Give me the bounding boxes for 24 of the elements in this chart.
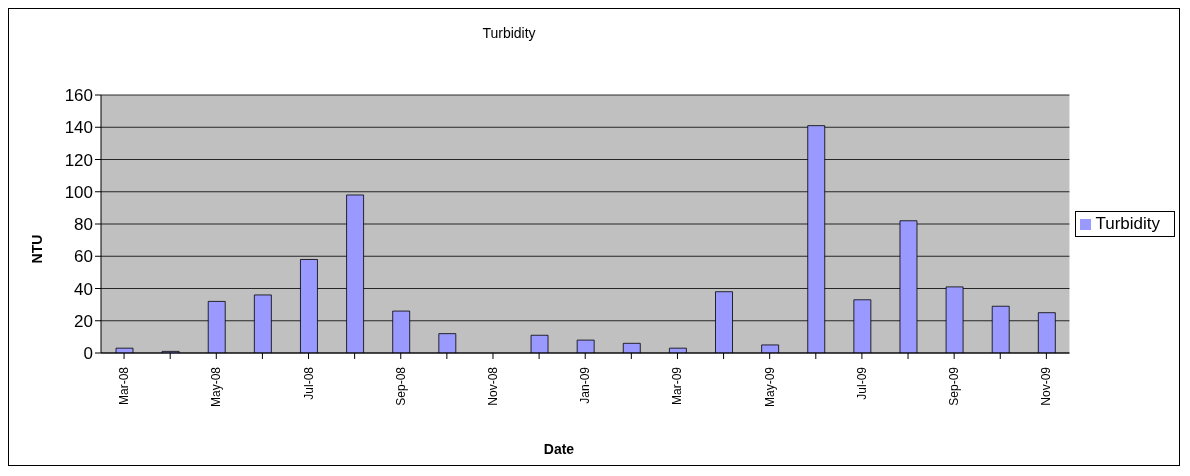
- x-tick-label: Jan-09: [578, 366, 593, 404]
- y-tick-label: 60: [74, 247, 93, 267]
- legend-label: Turbidity: [1095, 214, 1160, 233]
- y-tick-label: 100: [64, 182, 93, 202]
- x-tick-label: May-08: [209, 366, 224, 408]
- x-tick-label: Mar-08: [117, 366, 132, 406]
- y-tick-label: 80: [74, 215, 93, 235]
- x-tick-label: Sep-09: [947, 366, 962, 406]
- chart-title: Turbidity: [481, 25, 537, 41]
- y-tick-label: 120: [64, 150, 93, 170]
- x-axis-title: Date: [542, 441, 576, 457]
- x-tick-label: Nov-09: [1039, 366, 1054, 406]
- x-tick-label: Jul-09: [854, 366, 869, 400]
- y-axis-title: NTU: [29, 234, 45, 264]
- x-tick-label: Jul-08: [301, 366, 316, 400]
- y-tick-label: 160: [64, 86, 93, 106]
- y-tick-label: 40: [74, 279, 93, 299]
- y-tick-label: 0: [83, 344, 93, 364]
- x-tick-label: Nov-08: [485, 366, 500, 406]
- y-tick-label: 20: [74, 311, 93, 331]
- x-tick-label: May-09: [762, 366, 777, 408]
- y-tick-label: 140: [64, 118, 93, 138]
- x-tick-label: Sep-08: [393, 366, 408, 406]
- x-tick-label: Mar-09: [670, 366, 685, 406]
